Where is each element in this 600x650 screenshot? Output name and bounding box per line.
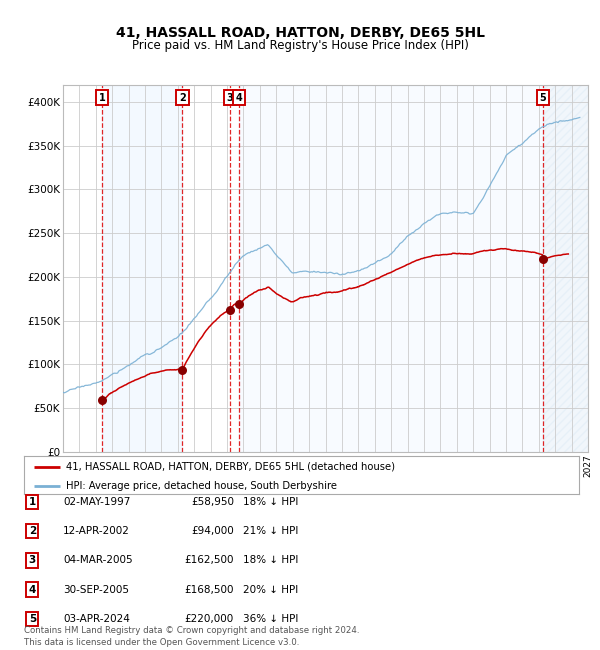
Text: £58,950: £58,950 [191,497,234,507]
Text: 3: 3 [226,92,233,103]
Text: Contains HM Land Registry data © Crown copyright and database right 2024.
This d: Contains HM Land Registry data © Crown c… [24,626,359,647]
Text: 41, HASSALL ROAD, HATTON, DERBY, DE65 5HL (detached house): 41, HASSALL ROAD, HATTON, DERBY, DE65 5H… [65,462,395,472]
Text: 1: 1 [29,497,36,507]
Text: 41, HASSALL ROAD, HATTON, DERBY, DE65 5HL: 41, HASSALL ROAD, HATTON, DERBY, DE65 5H… [115,26,485,40]
Text: 5: 5 [29,614,36,624]
Text: 04-MAR-2005: 04-MAR-2005 [63,555,133,566]
Text: 4: 4 [29,584,36,595]
Bar [543,84,588,452]
Text: HPI: Average price, detached house, South Derbyshire: HPI: Average price, detached house, Sout… [65,481,337,491]
Text: 36% ↓ HPI: 36% ↓ HPI [243,614,298,624]
Text: 03-APR-2024: 03-APR-2024 [63,614,130,624]
Text: 12-APR-2002: 12-APR-2002 [63,526,130,536]
Text: 18% ↓ HPI: 18% ↓ HPI [243,497,298,507]
Text: Price paid vs. HM Land Registry's House Price Index (HPI): Price paid vs. HM Land Registry's House … [131,39,469,52]
Text: 2: 2 [179,92,186,103]
Text: 18% ↓ HPI: 18% ↓ HPI [243,555,298,566]
Bar [239,84,543,452]
Text: 5: 5 [539,92,546,103]
Text: 21% ↓ HPI: 21% ↓ HPI [243,526,298,536]
Text: £220,000: £220,000 [185,614,234,624]
Text: 1: 1 [98,92,105,103]
Text: 30-SEP-2005: 30-SEP-2005 [63,584,129,595]
Text: £168,500: £168,500 [185,584,234,595]
Text: 2: 2 [29,526,36,536]
Text: 4: 4 [236,92,243,103]
Text: 02-MAY-1997: 02-MAY-1997 [63,497,130,507]
Text: £162,500: £162,500 [185,555,234,566]
Text: 20% ↓ HPI: 20% ↓ HPI [243,584,298,595]
Text: £94,000: £94,000 [191,526,234,536]
Bar [102,84,182,452]
Text: 3: 3 [29,555,36,566]
